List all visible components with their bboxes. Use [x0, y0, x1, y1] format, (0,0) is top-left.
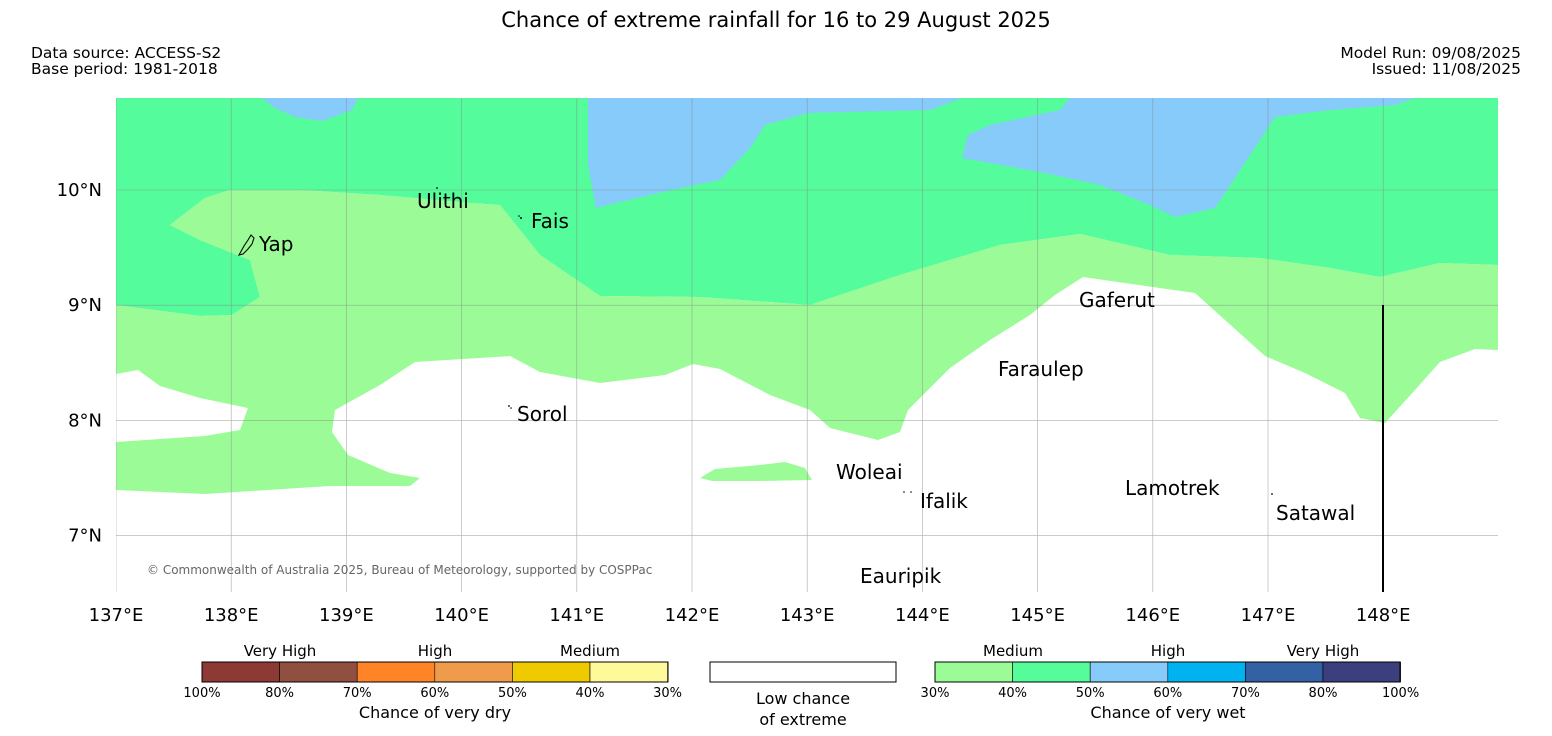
- longitude-labels: 137°E 138°E 139°E 140°E 141°E 142°E 143°E 144°E…: [89, 605, 1411, 626]
- page-title: Chance of extreme rainfall for 16 to 29 …: [501, 8, 1051, 32]
- legend-tick: 40%: [576, 686, 605, 701]
- high-wet-region-2: [588, 98, 962, 208]
- lon-label: 146°E: [1125, 605, 1180, 626]
- legend-tick: 30%: [653, 686, 682, 701]
- lat-label: 7°N: [68, 526, 102, 547]
- legend-swatch: [356, 661, 436, 683]
- wet-legend-title: Chance of very wet: [1090, 703, 1245, 722]
- place-ifalik: Ifalik: [920, 489, 968, 513]
- dry-legend-title: Chance of very dry: [359, 703, 511, 722]
- map-area: Ulithi Fais Yap Gaferut Faraulep Sorol W…: [116, 98, 1498, 592]
- model-run-text: Model Run: 09/08/2025: [1340, 44, 1521, 62]
- place-fais: Fais: [531, 209, 569, 233]
- legend-wet: Medium High Very High 30% 40% 50% 60% 70% 80%…: [921, 642, 1420, 722]
- data-source-text: Data source: ACCESS-S2: [31, 44, 222, 62]
- issued-text: Issued: 11/08/2025: [1371, 60, 1521, 78]
- medium-wet-patch: [700, 462, 812, 481]
- legend-tick: 70%: [1231, 686, 1260, 701]
- meta-left: Data source: ACCESS-S2 Base period: 1981…: [31, 45, 221, 77]
- place-eauripik: Eauripik: [860, 564, 942, 588]
- dry-cat-high: High: [418, 642, 452, 660]
- legend-tick: 60%: [1153, 686, 1182, 701]
- high-wet-region-1: [262, 98, 358, 121]
- legend-swatch: [1089, 661, 1169, 683]
- legend-tick: 70%: [343, 686, 372, 701]
- base-period-text: Base period: 1981-2018: [31, 60, 218, 78]
- lon-label: 140°E: [434, 605, 489, 626]
- lat-label: 9°N: [68, 295, 102, 316]
- dry-legend-frame: [201, 661, 669, 683]
- legend-tick: 80%: [265, 686, 294, 701]
- wet-cat-medium: Medium: [983, 642, 1043, 660]
- legend-swatch: [201, 661, 280, 683]
- legend-swatch: [589, 661, 668, 683]
- legend-low: Low chance of extreme: [709, 661, 897, 729]
- lat-label: 8°N: [68, 410, 102, 431]
- high-wet-region-3: [962, 98, 1415, 217]
- atoll-marks: [436, 187, 1273, 495]
- lon-label: 137°E: [89, 605, 144, 626]
- legend-tick: 50%: [498, 686, 527, 701]
- lon-label: 143°E: [780, 605, 835, 626]
- legend-tick: 80%: [1309, 686, 1338, 701]
- legend-tick: 50%: [1076, 686, 1105, 701]
- dry-cat-medium: Medium: [560, 642, 620, 660]
- dry-cat-very-high: Very High: [244, 642, 317, 660]
- lat-label: 10°N: [57, 180, 102, 201]
- legend-tick: 30%: [921, 686, 950, 701]
- low-chance-line1: Low chance: [756, 689, 850, 708]
- place-satawal: Satawal: [1276, 501, 1355, 525]
- legend-swatch: [1245, 661, 1324, 683]
- legend-swatch: [1012, 661, 1091, 683]
- place-ulithi: Ulithi: [417, 189, 469, 213]
- lon-label: 142°E: [665, 605, 720, 626]
- legend-swatch: [1322, 661, 1401, 683]
- latitude-labels: 10°N 9°N 8°N 7°N: [57, 180, 102, 547]
- legend-swatch: [434, 661, 513, 683]
- legend-dry: Very High High Medium 100% 80% 70% 60% 50% 40…: [183, 642, 682, 722]
- legend-swatch: [1167, 661, 1246, 683]
- lon-label: 144°E: [895, 605, 950, 626]
- low-chance-swatch: [709, 661, 897, 683]
- copyright-text: © Commonwealth of Australia 2025, Bureau…: [147, 563, 652, 577]
- wet-cat-high: High: [1151, 642, 1185, 660]
- place-lamotrek: Lamotrek: [1125, 476, 1220, 500]
- meta-right: Model Run: 09/08/2025 Issued: 11/08/2025: [1340, 45, 1521, 77]
- lon-label: 148°E: [1356, 605, 1411, 626]
- lon-label: 138°E: [204, 605, 259, 626]
- legend-swatch: [279, 661, 358, 683]
- legend-tick: 100%: [183, 686, 220, 701]
- legend-tick: 40%: [998, 686, 1027, 701]
- lon-label: 139°E: [319, 605, 374, 626]
- place-yap: Yap: [258, 232, 293, 256]
- place-woleai: Woleai: [836, 460, 903, 484]
- yap-island-shape: [237, 234, 255, 256]
- place-sorol: Sorol: [517, 402, 568, 426]
- place-faraulep: Faraulep: [998, 357, 1084, 381]
- legend-swatch: [512, 661, 591, 683]
- place-gaferut: Gaferut: [1079, 288, 1155, 312]
- legend-swatch: [934, 661, 1013, 683]
- wet-legend-frame: [934, 661, 1401, 683]
- lon-label: 145°E: [1010, 605, 1065, 626]
- lon-label: 147°E: [1241, 605, 1296, 626]
- legend-tick: 100%: [1382, 686, 1419, 701]
- wet-cat-very-high: Very High: [1287, 642, 1360, 660]
- low-chance-line2: of extreme: [759, 710, 846, 729]
- legend-tick: 60%: [420, 686, 449, 701]
- graticule: [116, 98, 1498, 592]
- lon-label: 141°E: [549, 605, 604, 626]
